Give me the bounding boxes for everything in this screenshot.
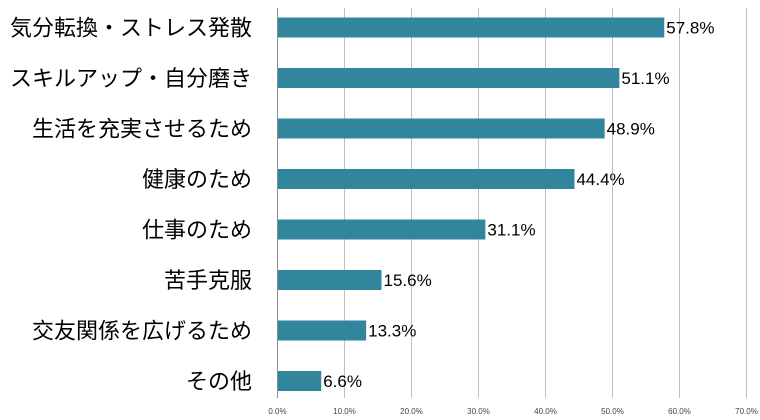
bar xyxy=(278,270,382,290)
bar xyxy=(278,219,486,240)
data-label: 57.8% xyxy=(666,19,714,38)
category-label: 苦手克服 xyxy=(164,269,252,294)
category-label: 健康のため xyxy=(142,168,252,193)
data-label: 48.9% xyxy=(607,120,655,139)
data-label: 6.6% xyxy=(323,372,362,391)
bars xyxy=(278,17,665,391)
bar xyxy=(278,320,367,341)
category-label: 生活を充実させるため xyxy=(32,118,252,143)
data-label: 51.1% xyxy=(621,69,669,88)
bar xyxy=(278,371,322,391)
value-labels: 57.8% 51.1% 48.9% 44.4% 31.1% 15.6% 13.3% 6.6% xyxy=(323,19,714,392)
x-axis-ticks: 0.0% 10.0% 20.0% 30.0% 40.0% 50.0% 60.0% 70.0% xyxy=(268,407,757,416)
x-tick-label: 20.0% xyxy=(400,407,423,416)
category-labels: 気分転換・ストレス発散スキルアップ・自分磨き生活を充実させるため健康のため仕事の… xyxy=(10,17,252,396)
x-tick-label: 60.0% xyxy=(668,407,691,416)
category-label: スキルアップ・自分磨き xyxy=(10,67,252,92)
x-tick-label: 30.0% xyxy=(467,407,490,416)
category-label: 気分転換・ストレス発散 xyxy=(10,17,252,42)
x-tick-label: 50.0% xyxy=(601,407,624,416)
bar xyxy=(278,68,620,88)
bar xyxy=(278,17,665,38)
x-tick-label: 0.0% xyxy=(268,407,286,416)
x-tick-label: 10.0% xyxy=(333,407,356,416)
bar xyxy=(278,169,575,189)
category-label: 交友関係を広げるため xyxy=(32,320,252,345)
x-tick-label: 40.0% xyxy=(534,407,557,416)
data-label: 15.6% xyxy=(384,271,432,290)
data-label: 31.1% xyxy=(487,221,535,240)
x-tick-label: 70.0% xyxy=(735,407,758,416)
data-label: 44.4% xyxy=(576,170,624,189)
category-label: 仕事のため xyxy=(142,219,252,244)
data-label: 13.3% xyxy=(368,322,416,341)
category-label: その他 xyxy=(186,370,252,395)
bar xyxy=(278,118,605,139)
